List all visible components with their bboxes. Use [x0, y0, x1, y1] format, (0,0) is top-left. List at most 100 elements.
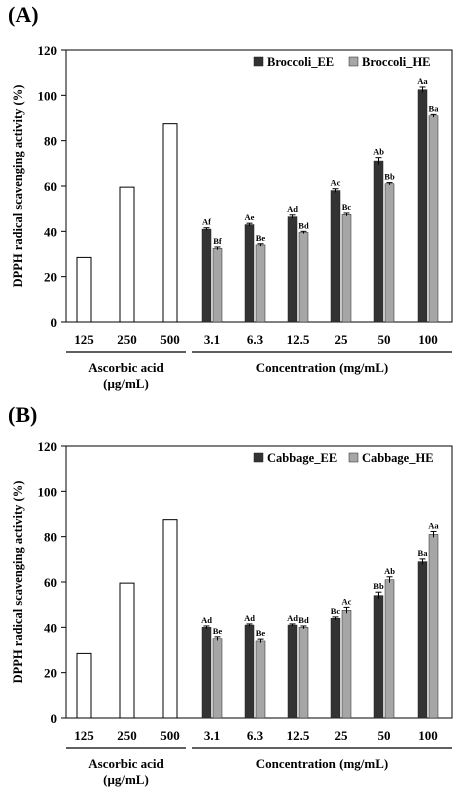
x-tick-label: 500 [160, 728, 180, 743]
reference-group-label: Ascorbic acid [88, 360, 164, 375]
data-label: Ba [418, 548, 429, 558]
x-tick-label: 50 [378, 332, 391, 347]
data-bar [212, 638, 223, 719]
x-tick-label: 500 [160, 332, 180, 347]
sample-group-label: Concentration (mg/mL) [256, 756, 389, 771]
data-bar [384, 579, 395, 719]
x-tick-label: 3.1 [204, 332, 220, 347]
x-tick-label: 100 [418, 728, 438, 743]
x-tick-label: 125 [74, 728, 94, 743]
y-tick-label: 80 [44, 530, 57, 545]
panel-b-label: (B) [8, 402, 38, 427]
y-tick-label: 60 [44, 575, 57, 590]
data-bar [428, 115, 439, 323]
panel-a-label: (A) [8, 2, 39, 27]
data-label: Ad [287, 613, 298, 623]
data-bar [255, 640, 266, 719]
y-tick-label: 20 [44, 666, 57, 681]
data-label: Be [256, 233, 266, 243]
data-label: Ab [373, 147, 384, 157]
x-tick-label: 6.3 [247, 728, 264, 743]
data-bar [255, 244, 266, 323]
y-tick-label: 20 [44, 270, 57, 285]
x-tick-label: 25 [335, 332, 349, 347]
data-bar [298, 627, 309, 719]
data-label: Bd [298, 615, 309, 625]
y-tick-label: 40 [44, 224, 57, 239]
data-label: Ae [245, 212, 255, 222]
y-tick-label: 0 [51, 315, 58, 330]
chart-b: 0 20 40 60 80 100 120 DPPH radical scavenging a… [11, 439, 453, 787]
data-bar [384, 183, 395, 323]
y-tick-label: 0 [51, 711, 58, 726]
data-bar [428, 534, 439, 719]
data-label: Bc [331, 606, 341, 616]
data-label: Ad [244, 613, 255, 623]
data-label: Bf [213, 236, 222, 246]
y-tick-label: 100 [38, 88, 58, 103]
reference-bar [119, 186, 135, 323]
data-bar [330, 618, 341, 719]
legend-swatch [253, 452, 264, 463]
data-label: Ab [384, 566, 395, 576]
reference-group-unit: (μg/mL) [103, 772, 149, 787]
data-bar [341, 214, 352, 323]
reference-group-unit: (μg/mL) [103, 376, 149, 391]
legend-swatch [348, 56, 359, 67]
data-bar [330, 190, 341, 323]
data-bar [287, 624, 298, 719]
legend-label: Broccoli_EE [267, 55, 334, 69]
legend-label: Cabbage_EE [267, 451, 337, 465]
legend-swatch [253, 56, 264, 67]
x-tick-label: 50 [378, 728, 391, 743]
y-tick-label: 80 [44, 134, 57, 149]
x-tick-label: 250 [117, 332, 137, 347]
legend-label: Cabbage_HE [362, 451, 434, 465]
x-tick-label: 25 [335, 728, 349, 743]
x-tick-label: 6.3 [247, 332, 264, 347]
data-bar [244, 624, 255, 719]
x-tick-label: 125 [74, 332, 94, 347]
y-tick-label: 40 [44, 620, 57, 635]
data-bar [417, 561, 428, 719]
data-label: Bd [298, 220, 309, 230]
data-label: Ac [331, 178, 341, 188]
data-bar [244, 224, 255, 323]
x-tick-label: 250 [117, 728, 137, 743]
data-label: Af [202, 217, 211, 227]
data-bar [201, 627, 212, 719]
data-bar [287, 216, 298, 323]
sample-group-label: Concentration (mg/mL) [256, 360, 389, 375]
legend-label: Broccoli_HE [362, 55, 431, 69]
y-tick-label: 120 [38, 439, 58, 454]
data-label: Be [213, 626, 223, 636]
data-label: Aa [417, 76, 428, 86]
data-label: Be [256, 628, 266, 638]
reference-bar [76, 256, 92, 323]
data-label: Bc [342, 202, 352, 212]
y-tick-label: 120 [38, 43, 58, 58]
data-label: Ad [287, 204, 298, 214]
data-bar [373, 595, 384, 719]
x-tick-label: 3.1 [204, 728, 220, 743]
data-label: Bb [384, 172, 395, 182]
data-label: Aa [428, 520, 439, 530]
data-label: Bb [373, 581, 384, 591]
y-tick-label: 100 [38, 484, 58, 499]
data-bar [417, 89, 428, 323]
y-tick-label: 60 [44, 179, 57, 194]
reference-bar [76, 652, 92, 719]
data-bar [201, 228, 212, 323]
chart-a: 0 20 40 60 80 100 120 DPPH radical scavenging a… [11, 43, 453, 391]
data-bar [373, 160, 384, 323]
data-label: Ba [429, 103, 440, 113]
legend-swatch [348, 452, 359, 463]
y-axis-label: DPPH radical scavenging activity (%) [11, 481, 25, 684]
reference-bar [119, 582, 135, 719]
data-label: Ad [201, 615, 212, 625]
reference-group-label: Ascorbic acid [88, 756, 164, 771]
data-bar [341, 610, 352, 719]
x-tick-label: 12.5 [287, 332, 310, 347]
x-tick-label: 12.5 [287, 728, 310, 743]
reference-bar [162, 123, 178, 323]
